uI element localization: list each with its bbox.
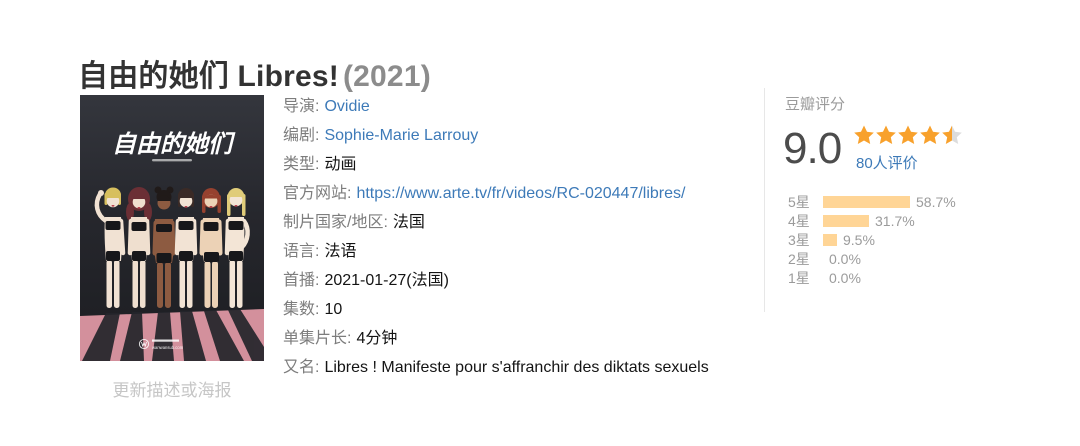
info-row-genre: 类型: 动画 [283,150,730,179]
star-level-label: 4星 [788,212,810,229]
aka-value: Libres ! Manifeste pour s'affranchir des… [324,359,709,376]
info-label: 导演: [283,98,320,115]
info-label: 又名: [283,359,320,376]
distribution-row-3star: 3星 9.5% [788,230,956,249]
info-label: 类型: [283,156,320,173]
info-label: 首播: [283,272,320,289]
poster-title: 自由的她们 [112,131,236,158]
country-value: 法国 [392,214,425,231]
distribution-bar [823,214,869,227]
info-label: 单集片长: [283,330,352,347]
star-full-icon [898,125,918,144]
distribution-percent: 9.5% [843,231,875,248]
poster-watermark-text: wanwansub.com [152,345,184,350]
poster-watermark-logo: wanwansub.com [138,338,184,350]
official-site-link[interactable]: https://www.arte.tv/fr/videos/RC-020447/… [356,185,686,202]
votes-link[interactable]: 80人评价 [856,155,918,172]
info-label: 语言: [283,243,320,260]
language-value: 法语 [324,243,357,260]
poster-figure-3 [152,186,176,308]
w-icon [141,341,147,348]
director-link[interactable]: Ovidie [324,98,370,115]
distribution-bar [823,233,837,246]
movie-info-list: 导演: Ovidie 编剧: Sophie-Marie Larrouy 类型: 动画 … [283,92,730,382]
info-label: 集数: [283,301,320,318]
info-row-website: 官方网站: https://www.arte.tv/fr/videos/RC-02… [283,179,730,208]
info-label: 编剧: [283,127,320,144]
episodes-value: 10 [324,301,343,318]
distribution-percent: 31.7% [875,212,915,229]
rating-distribution: 5星 58.7% 4星 31.7% 3星 9.5% 2星 0.0% 1星 0.0% [788,192,956,287]
page-title: 自由的她们 Libres! (2021) [78,51,431,95]
title-year: (2021) [342,60,431,94]
poster-figure-5 [199,188,223,308]
distribution-row-4star: 4星 31.7% [788,211,956,230]
distribution-bar [823,195,910,208]
star-half-icon [942,125,962,144]
info-row-premiere: 首播: 2021-01-27(法国) [283,266,730,295]
distribution-row-5star: 5星 58.7% [788,192,956,211]
info-row-director: 导演: Ovidie [283,92,730,121]
poster-figure-2 [126,187,152,308]
poster-figure-1 [94,187,126,308]
distribution-percent: 0.0% [829,269,861,286]
star-level-label: 5星 [788,193,810,210]
info-row-writer: 编剧: Sophie-Marie Larrouy [283,121,730,150]
star-full-icon [854,125,874,144]
distribution-percent: 58.7% [916,193,956,210]
info-row-country: 制片国家/地区: 法国 [283,208,730,237]
genre-value: 动画 [324,156,357,173]
info-row-language: 语言: 法语 [283,237,730,266]
star-level-label: 3星 [788,231,810,248]
movie-poster[interactable]: 自由的她们 wanwansub.com [80,95,264,361]
runtime-value: 4分钟 [356,330,398,347]
info-row-episodes: 集数: 10 [283,295,730,324]
rating-header: 豆瓣评分 [785,96,846,113]
rating-score: 9.0 [783,124,842,173]
distribution-percent: 0.0% [829,250,861,267]
info-label: 官方网站: [283,185,352,202]
star-rating-icons [854,124,964,147]
poster-figure-4 [174,188,198,308]
star-full-icon [920,125,940,144]
poster-subtitle-line [152,159,192,162]
info-label: 制片国家/地区: [283,214,388,231]
distribution-row-2star: 2星 0.0% [788,249,956,268]
update-poster-link[interactable]: 更新描述或海报 [112,381,232,400]
premiere-value: 2021-01-27(法国) [324,272,449,289]
star-level-label: 1星 [788,269,810,286]
writer-link[interactable]: Sophie-Marie Larrouy [324,127,479,144]
section-divider [764,88,765,312]
poster-illustration: 自由的她们 wanwansub.com [80,95,264,361]
distribution-row-1star: 1星 0.0% [788,268,956,287]
poster-figure-6 [224,188,250,308]
star-full-icon [876,125,896,144]
title-text: 自由的她们 Libres! [78,60,339,94]
star-level-label: 2星 [788,250,810,267]
info-row-runtime: 单集片长: 4分钟 [283,324,730,353]
info-row-aka: 又名: Libres ! Manifeste pour s'affranchir … [283,353,730,382]
